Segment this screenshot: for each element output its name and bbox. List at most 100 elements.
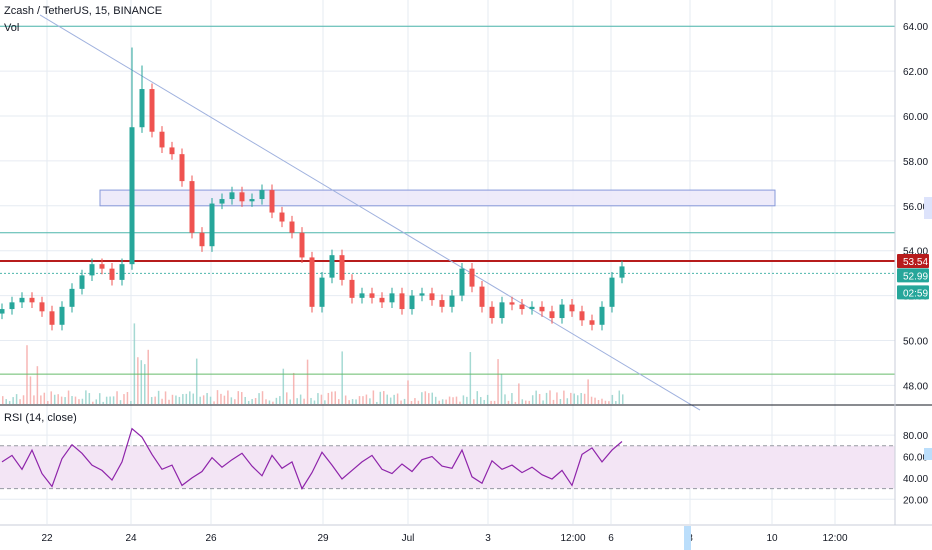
volume-bar	[109, 396, 111, 404]
volume-bar	[372, 390, 375, 404]
volume-bar	[36, 366, 39, 404]
volume-bar	[410, 401, 413, 404]
candle-body	[169, 147, 175, 155]
volume-bar	[414, 398, 416, 404]
time-tick-label: Jul	[402, 533, 415, 544]
volume-bar	[92, 401, 94, 404]
candle-body	[559, 304, 565, 319]
volume-label[interactable]: Vol	[4, 22, 20, 34]
volume-bar	[563, 390, 565, 404]
volume-bar	[438, 400, 440, 404]
volume-bar	[2, 396, 4, 404]
volume-bar	[112, 396, 115, 404]
volume-bar	[220, 393, 222, 404]
volume-bar	[206, 392, 208, 404]
volume-bar	[22, 395, 25, 404]
price-tick-label: 54.00	[903, 247, 928, 258]
volume-bar	[57, 394, 59, 404]
candle-body	[469, 268, 475, 287]
volume-bar	[150, 397, 153, 404]
volume-bar	[261, 391, 264, 404]
volume-bar	[102, 401, 104, 404]
volume-bar	[123, 394, 125, 404]
candle-body	[119, 264, 125, 280]
volume-bar	[171, 394, 174, 404]
horizontal-lines[interactable]	[0, 25, 895, 375]
volume-bar	[119, 400, 122, 404]
zone-axis-marker	[924, 197, 932, 219]
volume-bar	[594, 397, 596, 404]
volume-bar	[525, 400, 527, 404]
candle-body	[0, 309, 5, 314]
candle-body	[489, 306, 495, 319]
volume-bar	[521, 399, 524, 404]
candle-body	[379, 297, 385, 303]
candle-body	[399, 293, 405, 310]
candle-body	[579, 311, 585, 321]
candle-body	[79, 275, 85, 289]
time-tick-label: 26	[205, 533, 217, 544]
last-price-badge-bg	[897, 268, 929, 283]
price-tick-label: 50.00	[903, 337, 928, 348]
volume-bar	[306, 359, 309, 404]
time-axis-marker	[684, 526, 691, 550]
volume-bar	[192, 393, 195, 404]
rsi-pane	[0, 427, 895, 490]
volume-bar	[175, 395, 177, 404]
candle-body	[129, 127, 135, 265]
zone-rectangle	[99, 189, 776, 207]
volume-bar	[292, 372, 295, 404]
volume-bar	[67, 390, 70, 404]
price-tick-label: 48.00	[903, 381, 928, 392]
candles	[0, 47, 625, 331]
rsi-tick-label: 80.00	[903, 431, 928, 442]
volume-bar	[8, 401, 11, 404]
candle-body	[39, 302, 45, 312]
volume-bar	[462, 395, 465, 404]
volume-bar	[85, 390, 87, 404]
volume-bar	[348, 400, 350, 404]
volume-bar	[157, 390, 160, 404]
volume-bar	[29, 376, 32, 404]
candle-body	[199, 232, 205, 247]
candle-body	[239, 192, 245, 202]
candle-body	[449, 295, 455, 307]
candle-body	[89, 264, 95, 276]
symbol-title[interactable]: Zcash / TetherUS, 15, BINANCE	[4, 5, 163, 17]
volume-bar	[507, 400, 510, 404]
volume-bar	[441, 399, 444, 404]
candle-body	[519, 304, 525, 310]
volume-bar	[514, 401, 517, 404]
volume-bar	[341, 351, 343, 404]
candle-body	[59, 306, 65, 325]
volume-bar	[389, 397, 392, 404]
trendline[interactable]	[39, 14, 701, 411]
volume-bar	[19, 399, 21, 404]
candle-body	[299, 232, 305, 258]
volume-bar	[403, 398, 406, 404]
candle-body	[19, 297, 25, 303]
volume-bar	[344, 395, 347, 404]
candle-body	[249, 199, 255, 202]
countdown-badge: 02:59	[903, 288, 928, 299]
price-zone[interactable]	[99, 189, 776, 207]
volume-bar	[98, 393, 101, 404]
volume-bar	[518, 383, 520, 404]
volume-bar	[216, 390, 219, 404]
volume-bar	[251, 398, 253, 404]
candle-body	[279, 212, 285, 222]
volume-bar	[164, 391, 167, 404]
volume-bar	[542, 400, 544, 404]
candle-body	[549, 311, 555, 319]
candle-body	[499, 302, 505, 319]
volume-bar	[559, 399, 562, 404]
volume-bar	[573, 393, 576, 404]
volume-bar	[549, 390, 551, 404]
volume-bar	[445, 399, 447, 404]
rsi-label[interactable]: RSI (14, close)	[4, 412, 77, 424]
volume-bar	[60, 396, 63, 404]
volume-bar	[469, 352, 472, 404]
candle-body	[139, 89, 145, 128]
